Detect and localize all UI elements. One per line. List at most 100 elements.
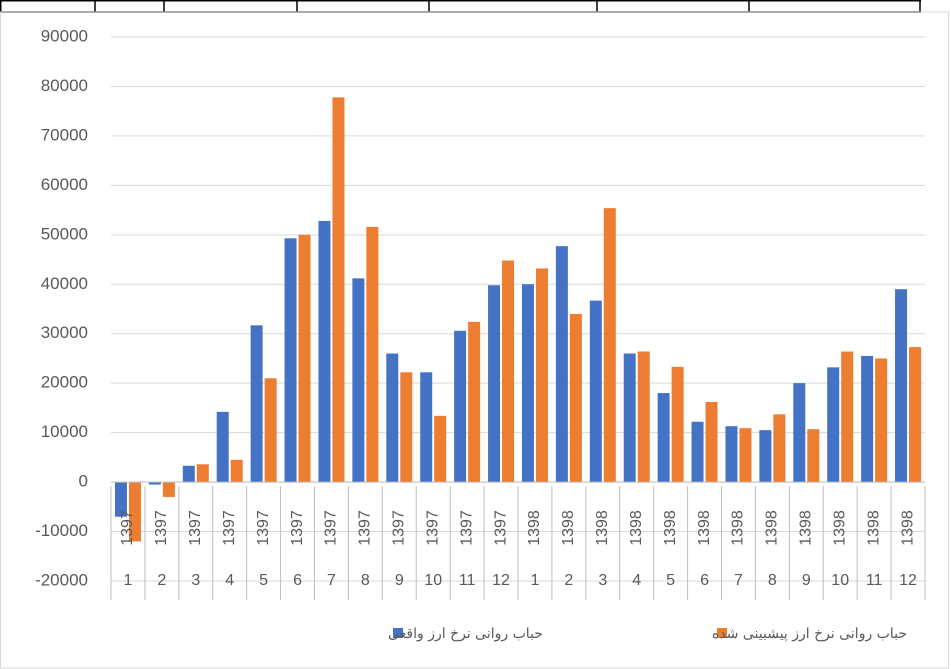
x-tick-label: 5 [259,572,268,589]
x-tick-label: 4 [632,572,641,589]
x-tick-label: 8 [768,572,777,589]
x-tick-label: 4 [225,572,234,589]
bar [535,268,548,483]
bar [148,482,161,485]
x-tick-label: 1 [531,572,540,589]
legend-swatch [393,628,403,638]
bar [468,321,481,483]
x-tick-label: 6 [700,572,709,589]
year-label: 1397 [492,510,509,546]
y-tick-label: 30000 [41,323,88,342]
year-label: 1397 [119,510,136,546]
year-label: 1397 [323,510,340,546]
bar [352,278,365,483]
bar [793,383,806,483]
y-tick-label: 80000 [41,76,88,95]
year-label: 1398 [798,510,815,546]
bar [589,300,602,483]
bar [114,482,127,517]
bar [366,226,379,483]
legend-label: حباب روانی نرخ ارز پیشبینی شده [712,626,907,642]
bar [603,208,616,483]
year-label: 1397 [255,510,272,546]
bar [264,378,277,483]
bar [332,97,345,483]
y-tick-label: -20000 [35,570,88,589]
year-label: 1398 [865,510,882,546]
bar [488,285,501,483]
y-tick-label: 60000 [41,175,88,194]
bar [827,367,840,483]
year-label: 1398 [696,510,713,546]
bar [909,347,922,483]
x-tick-label: 3 [598,572,607,589]
legend-swatch [717,628,727,638]
year-label: 1397 [153,510,170,546]
x-tick-label: 12 [899,572,917,589]
y-tick-label: 10000 [41,422,88,441]
legend-label: حباب روانی نرخ ارز واقعی [388,626,543,642]
x-tick-label: 9 [395,572,404,589]
x-tick-label: 3 [191,572,200,589]
chart-border [0,11,949,669]
bar [725,426,738,483]
bar [298,234,311,483]
bar [671,366,684,483]
x-tick-label: 6 [293,572,302,589]
year-label: 1397 [458,510,475,546]
x-tick-label: 7 [327,572,336,589]
y-tick-label: 20000 [41,373,88,392]
x-tick-label: 8 [361,572,370,589]
x-tick-label: 11 [459,572,476,589]
bar [182,465,195,483]
bar [318,220,331,483]
year-label: 1397 [221,510,238,546]
x-tick-label: 7 [734,572,743,589]
bar [502,260,515,483]
x-tick-label: 2 [564,572,573,589]
bar [128,482,141,542]
y-tick-label: 70000 [41,125,88,144]
bar [875,358,888,483]
bar [250,325,263,483]
bar [555,246,568,483]
year-label: 1398 [662,510,679,546]
bar [637,351,650,483]
bar [284,238,297,483]
year-label: 1397 [187,510,204,546]
bar [759,430,772,483]
x-tick-label: 1 [124,572,133,589]
year-label: 1397 [424,510,441,546]
bar [623,353,636,483]
bar [691,421,704,483]
table-strip [0,0,921,13]
x-tick-label: 10 [831,572,849,589]
year-label: 1398 [899,510,916,546]
bar [230,459,243,483]
y-tick-label: 90000 [41,26,88,45]
year-label: 1397 [391,510,408,546]
bar [216,411,229,483]
x-tick-label: 2 [157,572,166,589]
bar [386,353,399,483]
bar [841,351,854,483]
bar [196,464,209,483]
x-tick-label: 10 [424,572,442,589]
bar [861,355,874,483]
y-tick-label: -10000 [35,521,88,540]
bar [895,289,908,483]
y-tick-label: 50000 [41,224,88,243]
year-label: 1398 [560,510,577,546]
year-label: 1398 [764,510,781,546]
year-label: 1398 [831,510,848,546]
y-tick-label: 0 [79,472,88,491]
bar [657,393,670,483]
year-label: 1398 [594,510,611,546]
x-tick-label: 12 [492,572,510,589]
bar [420,372,433,483]
y-tick-label: 40000 [41,274,88,293]
bar [807,429,820,483]
bar [162,482,175,497]
year-label: 1398 [730,510,747,546]
